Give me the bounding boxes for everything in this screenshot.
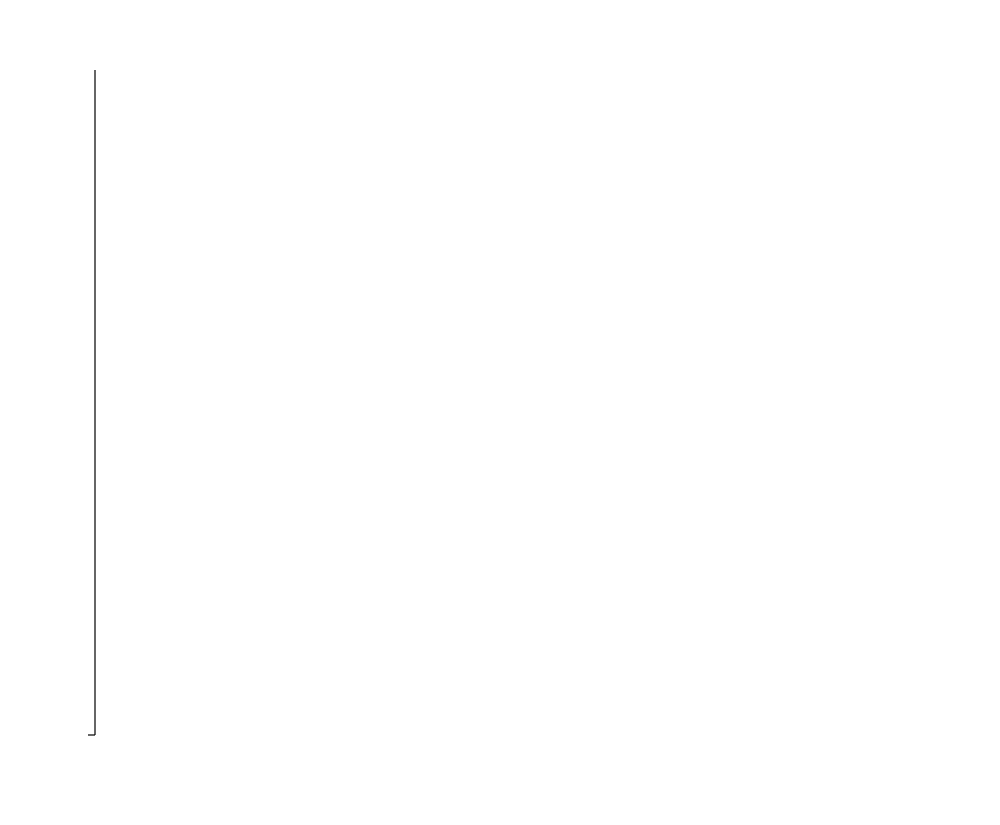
figure-root xyxy=(0,0,1000,825)
chart-svg xyxy=(0,0,1000,825)
